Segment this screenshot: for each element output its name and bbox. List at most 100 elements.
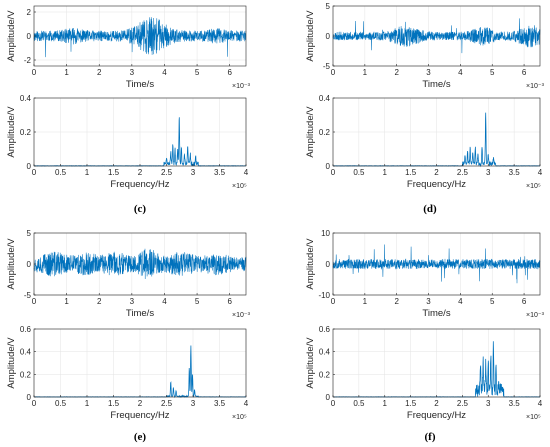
panel-label-c: (c) <box>134 203 147 215</box>
y-tick-label: 10 <box>321 229 330 238</box>
x-tick-label: 0 <box>32 297 37 306</box>
y-tick-label: -10 <box>318 291 330 300</box>
x-tick-label: 3 <box>426 68 431 77</box>
x-tick-label: 5 <box>490 297 495 306</box>
y-tick-label: 0.6 <box>319 325 331 334</box>
x-tick-label: 0 <box>32 399 37 408</box>
y-tick-label: 0 <box>27 162 32 171</box>
x-tick-label: 1.5 <box>108 399 120 408</box>
panel-label-e: (e) <box>134 431 147 443</box>
x-tick-label: 4 <box>244 168 249 177</box>
y-axis-label: Amplitude/V <box>6 337 17 389</box>
y-axis-label: Amplitude/V <box>305 10 316 62</box>
y-tick-label: -5 <box>24 291 32 300</box>
x-tick-label: 1 <box>85 168 90 177</box>
x-axis-label: Time/s <box>422 79 450 90</box>
x-tick-label: 3 <box>130 68 135 77</box>
panel-label-d: (d) <box>423 203 437 215</box>
y-tick-label: 0 <box>326 32 331 41</box>
y-tick-label: 0 <box>27 393 32 402</box>
y-tick-label: 0.2 <box>319 128 331 137</box>
y-tick-label: 0 <box>326 162 331 171</box>
x-tick-label: 1 <box>363 68 368 77</box>
y-tick-label: 0 <box>27 260 32 269</box>
y-tick-label: 2 <box>27 8 32 17</box>
x-axis-label: Frequency/Hz <box>110 179 169 190</box>
x-tick-label: 3.5 <box>214 399 226 408</box>
chart-c-freq: 0 0.5 1 1.5 2 2.5 3 3.5 4 0 0.2 0.4 ×10⁵ Frequency/Hz… <box>6 94 249 190</box>
x-tick-label: 2.5 <box>161 399 173 408</box>
x-tick-label: 3.5 <box>509 168 521 177</box>
signal-line-d-time <box>332 18 541 54</box>
x-multiplier-label: ×10⁻³ <box>232 312 251 319</box>
x-tick-label: 0 <box>331 297 336 306</box>
x-tick-label: 2 <box>138 168 143 177</box>
y-axis-label: Amplitude/V <box>6 10 17 62</box>
x-tick-label: 0.5 <box>55 399 67 408</box>
x-tick-label: 0 <box>32 168 37 177</box>
chart-f-freq: 0 0.5 1 1.5 2 2.5 3 3.5 4 0 0.2 0.4 0.6 ×10⁵ Frequency… <box>305 325 543 421</box>
y-axis-label: Amplitude/V <box>305 238 316 290</box>
y-axis-label: Amplitude/V <box>6 106 17 158</box>
y-tick-label: 0.6 <box>20 325 32 334</box>
x-tick-label: 0 <box>331 168 336 177</box>
x-axis-label: Time/s <box>126 79 154 90</box>
x-tick-label: 2.5 <box>161 168 173 177</box>
x-tick-label: 3.5 <box>214 168 226 177</box>
y-tick-label: 0 <box>326 393 331 402</box>
x-tick-label: 2.5 <box>457 168 469 177</box>
x-tick-label: 3.5 <box>509 399 521 408</box>
x-tick-label: 2 <box>97 297 102 306</box>
x-tick-label: 2 <box>434 399 439 408</box>
x-tick-label: 0.5 <box>55 168 67 177</box>
x-tick-label: 1 <box>64 297 69 306</box>
y-axis-label: Amplitude/V <box>305 106 316 158</box>
x-tick-label: 0.5 <box>353 168 365 177</box>
x-tick-label: 6 <box>227 297 232 306</box>
x-tick-label: 3 <box>486 399 491 408</box>
x-tick-label: 1 <box>363 297 368 306</box>
y-tick-label: 0 <box>326 260 331 269</box>
y-tick-label: 0.4 <box>319 94 331 103</box>
y-tick-label: 0 <box>27 32 32 41</box>
chart-e-freq: 0 0.5 1 1.5 2 2.5 3 3.5 4 0 0.2 0.4 0.6 ×10⁵ Frequency… <box>6 325 249 421</box>
x-tick-label: 4 <box>244 399 249 408</box>
x-tick-label: 0 <box>331 399 336 408</box>
signal-line-c-time <box>33 17 247 58</box>
signal-line-e-time <box>33 248 247 280</box>
x-tick-label: 5 <box>195 68 200 77</box>
x-tick-label: 1 <box>64 68 69 77</box>
y-tick-label: 0.2 <box>319 370 331 379</box>
x-tick-label: 1.5 <box>405 168 417 177</box>
y-tick-label: -2 <box>24 56 32 65</box>
x-tick-label: 4 <box>538 399 543 408</box>
x-axis-label: Time/s <box>126 308 154 319</box>
y-tick-label: 0.2 <box>20 128 32 137</box>
x-axis-label: Time/s <box>422 308 450 319</box>
x-axis-label: Frequency/Hz <box>110 410 169 421</box>
x-tick-label: 0.5 <box>353 399 365 408</box>
y-axis-label: Amplitude/V <box>6 238 17 290</box>
x-tick-label: 1.5 <box>405 399 417 408</box>
x-multiplier-label: ×10⁵ <box>526 414 541 421</box>
x-tick-label: 3 <box>191 399 196 408</box>
x-tick-label: 5 <box>195 297 200 306</box>
x-tick-label: 6 <box>227 68 232 77</box>
x-multiplier-label: ×10⁵ <box>232 183 247 190</box>
x-tick-label: 4 <box>458 68 463 77</box>
x-tick-label: 2 <box>394 297 399 306</box>
x-tick-label: 4 <box>162 68 167 77</box>
signal-line-f-time <box>332 244 541 284</box>
y-tick-label: 0.4 <box>20 94 32 103</box>
y-tick-label: 0.4 <box>20 348 32 357</box>
chart-d-freq: 0 0.5 1 1.5 2 2.5 3 3.5 4 0 0.2 0.4 ×10⁵ Frequency/Hz… <box>305 94 543 190</box>
x-tick-label: 3 <box>426 297 431 306</box>
y-axis-label: Amplitude/V <box>305 337 316 389</box>
x-tick-label: 0 <box>32 68 37 77</box>
x-tick-label: 1 <box>85 399 90 408</box>
y-tick-label: 5 <box>326 2 331 11</box>
